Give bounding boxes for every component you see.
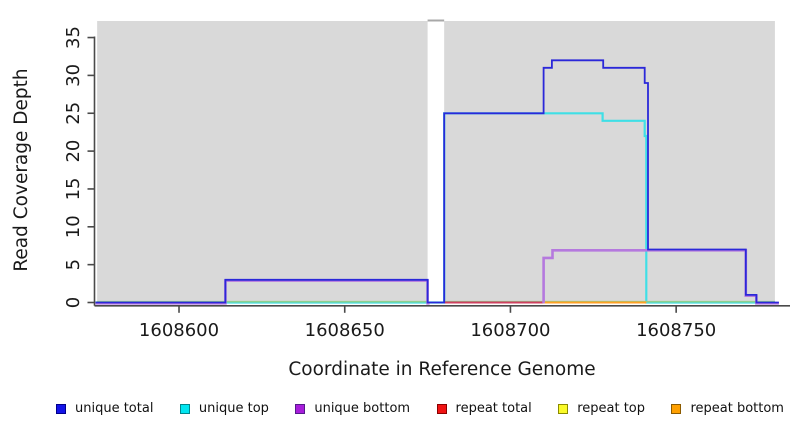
coverage-region-background (97, 21, 428, 303)
y-axis-title: Read Coverage Depth (11, 68, 32, 271)
y-tick-label: 15 (63, 177, 84, 200)
legend-item-repeat-top: repeat top (558, 397, 645, 421)
coverage-region-background (444, 21, 775, 303)
legend-item-unique-total: unique total (56, 397, 153, 421)
axes: 1608600 1608650 1608700 1608750 0 5 10 15 20 25 30… (63, 26, 790, 341)
plot-area (95, 19, 779, 305)
legend-item-unique-bottom: unique bottom (295, 397, 410, 421)
legend-swatch-repeat-bottom (671, 404, 682, 414)
legend-label: unique total (75, 401, 154, 416)
y-tick-label: 20 (63, 140, 84, 163)
x-tick-label: 1608700 (470, 320, 550, 341)
y-tick-label: 5 (63, 259, 84, 270)
legend-item-unique-top: unique top (179, 397, 269, 421)
x-axis-title: Coordinate in Reference Genome (288, 359, 595, 380)
y-tick-label: 0 (63, 297, 84, 308)
x-tick-label: 1608650 (305, 320, 385, 341)
y-tick-label: 30 (63, 64, 84, 87)
legend-label: unique bottom (314, 401, 411, 416)
legend-item-repeat-total: repeat total (436, 397, 532, 421)
legend-item-repeat-bottom: repeat bottom (671, 397, 784, 421)
legend-label: unique top (198, 401, 269, 416)
y-tick-label: 25 (63, 102, 84, 125)
legend: unique total unique top unique bottom repea… (56, 397, 784, 421)
x-tick-label: 1608750 (636, 320, 716, 341)
legend-swatch-unique-bottom (295, 404, 306, 414)
y-tick-label: 35 (63, 26, 84, 49)
legend-swatch-unique-total (56, 404, 66, 414)
legend-label: repeat total (455, 401, 532, 416)
x-tick-label: 1608600 (139, 320, 219, 341)
series-line-unique-total (95, 59, 779, 304)
legend-label: repeat bottom (690, 401, 784, 416)
legend-label: repeat top (577, 401, 645, 416)
legend-swatch-repeat-top (558, 404, 569, 414)
legend-swatch-repeat-total (436, 404, 447, 414)
legend-swatch-unique-top (179, 404, 190, 414)
y-tick-label: 10 (63, 215, 84, 238)
